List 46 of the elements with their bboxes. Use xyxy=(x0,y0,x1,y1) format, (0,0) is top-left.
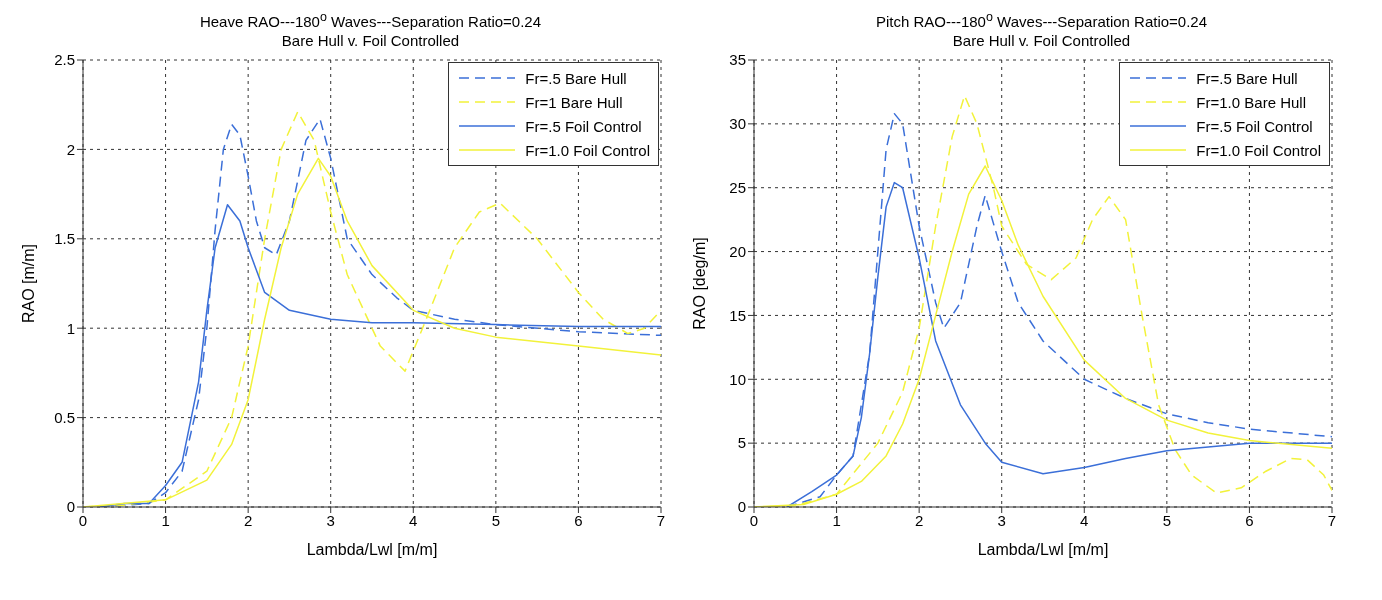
x-tick-label: 2 xyxy=(243,511,253,529)
x-axis-title: Lambda/Lwl [m/m] xyxy=(306,541,438,558)
chart-subtitle: Bare Hull v. Foil Controlled xyxy=(951,31,1132,50)
legend-label: Fr=1.0 Foil Control xyxy=(525,141,650,159)
y-tick-label: 2.5 xyxy=(54,51,75,69)
x-tick-label: 0 xyxy=(749,511,759,529)
y-tick-label: 1.5 xyxy=(54,230,75,248)
y-tick-label: 0.5 xyxy=(54,408,75,426)
y-tick-label: 25 xyxy=(729,179,746,197)
y-tick-label: 15 xyxy=(729,306,746,324)
y-tick-label: 30 xyxy=(729,115,746,133)
y-tick-label: 2 xyxy=(66,140,75,158)
legend-label: Fr=.5 Bare Hull xyxy=(1196,69,1298,87)
legend-label: Fr=.5 Bare Hull xyxy=(525,69,627,87)
legend-label: Fr=1.0 Bare Hull xyxy=(1196,93,1306,111)
y-tick-label: 5 xyxy=(737,434,746,452)
y-axis-title: RAO [deg/m] xyxy=(690,237,708,330)
x-tick-label: 6 xyxy=(574,511,583,529)
x-tick-label: 2 xyxy=(914,511,924,529)
x-tick-label: 3 xyxy=(997,511,1006,529)
x-tick-label: 5 xyxy=(491,511,501,529)
x-tick-label: 5 xyxy=(1162,511,1172,529)
chart-subtitle: Bare Hull v. Foil Controlled xyxy=(280,31,461,50)
x-tick-label: 6 xyxy=(1245,511,1254,529)
x-axis-title: Lambda/Lwl [m/m] xyxy=(977,541,1109,558)
y-tick-label: 1 xyxy=(66,319,75,337)
legend-label: Fr=.5 Foil Control xyxy=(525,117,642,135)
y-axis-title: RAO [m/m] xyxy=(19,243,37,324)
x-tick-label: 1 xyxy=(161,511,170,529)
x-tick-label: 1 xyxy=(832,511,841,529)
y-tick-label: 20 xyxy=(729,242,746,260)
chart-title: Pitch RAO---180$^{o}$ Waves---Separation Ratio=0.24 xyxy=(874,9,1209,31)
legend-label: Fr=.5 Foil Control xyxy=(1196,117,1313,135)
y-tick-label: 10 xyxy=(729,370,746,388)
x-tick-label: 3 xyxy=(326,511,335,529)
x-tick-label: 7 xyxy=(656,511,666,529)
chart-title: Heave RAO---180$^{o}$ Waves---Separation Ratio=0.24 xyxy=(198,9,543,31)
x-tick-label: 4 xyxy=(1080,511,1089,529)
x-tick-label: 0 xyxy=(78,511,88,529)
y-tick-label: 0 xyxy=(737,498,746,516)
x-tick-label: 7 xyxy=(1327,511,1337,529)
legend-label: Fr=1.0 Foil Control xyxy=(1196,141,1321,159)
y-tick-label: 0 xyxy=(66,498,75,516)
legend-label: Fr=1 Bare Hull xyxy=(525,93,623,111)
x-tick-label: 4 xyxy=(409,511,418,529)
y-tick-label: 35 xyxy=(729,51,746,69)
